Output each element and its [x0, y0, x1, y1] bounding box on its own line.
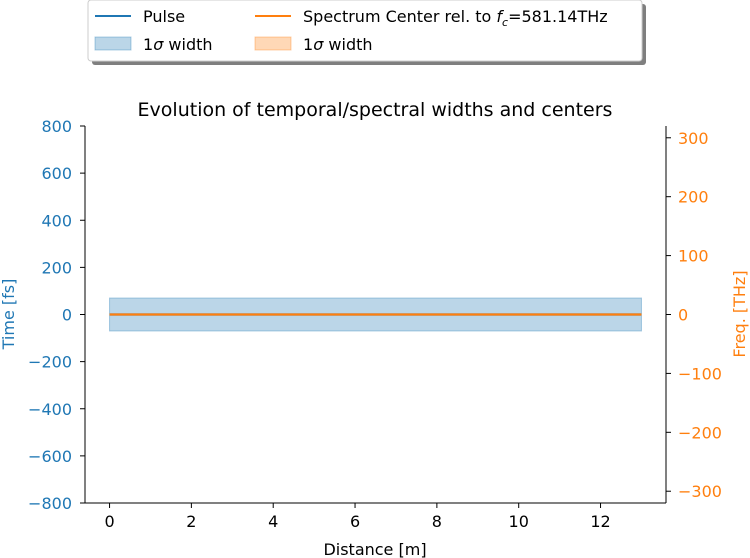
- left-y-axis-label: Time [fs]: [0, 279, 18, 351]
- x-tick-label: 4: [268, 512, 278, 531]
- legend-frame: [87, 0, 643, 62]
- legend-spectrum-label: Spectrum Center rel. to fc=581.14THz: [303, 7, 608, 29]
- left-y-tick-label: 200: [41, 258, 72, 277]
- x-tick-label: 10: [509, 512, 529, 531]
- legend-pulse-width-label: 1σ width: [143, 35, 213, 54]
- ticks-layer: 0 2 4 6 8 10 12 −800 −600 −400 −200 0 200 400 600 800 −3…: [28, 117, 722, 531]
- right-y-tick-label: 100: [678, 247, 709, 266]
- data-layer: [109, 297, 642, 332]
- legend-spectrum-width-patch: [254, 36, 292, 51]
- legend-pulse-width-patch: [94, 36, 132, 51]
- right-y-tick-label: −200: [678, 423, 722, 442]
- left-y-tick-label: 600: [41, 164, 72, 183]
- right-y-axis-label: Freq. [THz]: [730, 270, 749, 357]
- right-y-tick-label: 300: [678, 129, 709, 148]
- right-y-tick-label: 0: [678, 306, 688, 325]
- left-y-tick-label: 0: [62, 306, 72, 325]
- legend-spectrum-width-label: 1σ width: [303, 35, 373, 54]
- left-y-tick-label: 800: [41, 117, 72, 136]
- right-y-tick-label: −100: [678, 364, 722, 383]
- x-tick-label: 8: [432, 512, 442, 531]
- left-y-tick-label: −400: [28, 400, 72, 419]
- right-y-tick-label: 200: [678, 188, 709, 207]
- x-tick-label: 12: [590, 512, 610, 531]
- chart-title: Evolution of temporal/spectral widths an…: [138, 99, 613, 121]
- left-y-tick-label: −200: [28, 353, 72, 372]
- legend-pulse-label: Pulse: [143, 7, 185, 26]
- x-tick-label: 0: [104, 512, 114, 531]
- x-axis-label: Distance [m]: [323, 540, 426, 558]
- legend: Pulse 1σ width Spectrum Center rel. to f…: [87, 0, 646, 65]
- left-y-tick-label: −800: [28, 494, 72, 513]
- x-tick-label: 2: [186, 512, 196, 531]
- left-y-tick-label: 400: [41, 211, 72, 230]
- x-tick-label: 6: [350, 512, 360, 531]
- left-y-tick-label: −600: [28, 447, 72, 466]
- right-y-tick-label: −300: [678, 482, 722, 501]
